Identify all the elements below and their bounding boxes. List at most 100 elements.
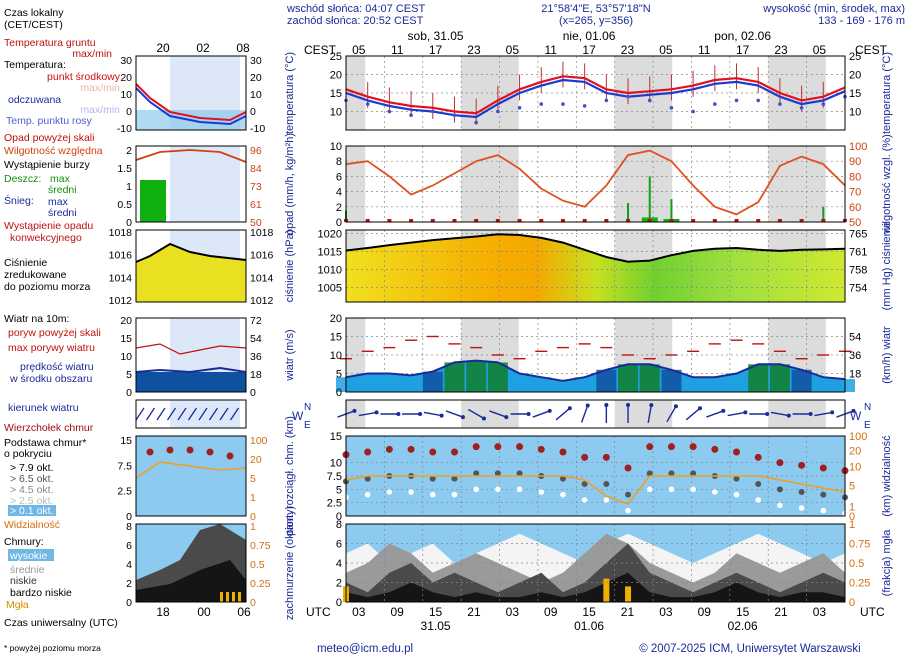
convective-marker xyxy=(712,219,717,222)
small-wind-kmh-tick: 18 xyxy=(250,369,262,381)
cest-hour-label: 23 xyxy=(467,43,481,57)
wind-arrow xyxy=(555,407,571,421)
cloud-base-dot xyxy=(364,475,371,482)
wind-arrow-head xyxy=(626,403,631,407)
day-label-bottom: 01.06 xyxy=(574,619,604,633)
temperature-panel: 10 15 20 25 10 15 20 25 xyxy=(330,51,861,131)
y-tick-label: 1010 xyxy=(318,265,342,277)
small-temp-tick-right: 0 xyxy=(250,106,256,118)
cloud-base-dot xyxy=(755,481,762,487)
wind-speed-bar xyxy=(683,377,704,392)
legend-humidity: Wilgotność względna xyxy=(4,145,103,157)
panel-frame xyxy=(345,145,846,223)
legend-storm: Wystąpienie burzy xyxy=(4,159,90,171)
wind-arrow xyxy=(814,411,833,417)
wind-speed-bar xyxy=(466,360,487,392)
y-tick-label-kmh: 54 xyxy=(849,332,861,344)
small-fog-tick: 0.25 xyxy=(250,578,271,590)
convective-marker xyxy=(777,219,782,222)
wind-arrow-head xyxy=(526,412,531,416)
height-values: 133 - 169 - 176 m xyxy=(818,15,905,27)
legend-wind-title: Wiatr na 10m: xyxy=(4,313,69,325)
small-cover-tick: 2 xyxy=(126,578,132,590)
y-tick-label-mmhg: 761 xyxy=(849,247,867,259)
panel-frame xyxy=(345,523,846,603)
legend-high: wysokie xyxy=(9,550,48,562)
cest-hour-label: 11 xyxy=(698,43,711,57)
small-temp-tick-right: 10 xyxy=(250,89,262,101)
small-cloud-top-dot xyxy=(226,452,234,460)
compass-label: W xyxy=(292,409,304,423)
dew-point-dot xyxy=(517,106,522,110)
utc-hour-label: 03 xyxy=(659,605,673,619)
legend-temp-midpoint: punkt środkowy xyxy=(47,71,121,83)
small-wind-arrow xyxy=(219,407,229,421)
cloud-top-dot xyxy=(798,461,806,469)
cloud-base-dot-low xyxy=(712,489,718,495)
legend-snow-max: max xyxy=(48,196,69,208)
wind-arrow xyxy=(423,411,442,417)
utc-hour-label: 09 xyxy=(698,605,712,619)
legend-pressure-2: zredukowane xyxy=(4,269,67,281)
y-tick-label: 25 xyxy=(330,51,342,63)
small-utc-hour: 00 xyxy=(197,605,211,619)
small-gust-line xyxy=(135,343,247,355)
cloud-base-dot-low xyxy=(603,497,610,503)
wind-speed-bar xyxy=(769,364,790,392)
wind-speed-bar xyxy=(552,380,573,392)
small-precip-tick: 2 xyxy=(126,145,132,157)
legend-snow-mid: średni xyxy=(48,207,77,219)
small-wind-area xyxy=(136,372,246,392)
cloud-top-dot xyxy=(646,443,654,451)
wind-speed-line xyxy=(345,359,846,382)
small-utc-hour: 06 xyxy=(237,605,251,619)
wind-speed-bar xyxy=(357,373,378,392)
small-pressure-tick-right: 1018 xyxy=(250,227,274,239)
cloud-base-dot-low xyxy=(777,502,783,509)
small-cover-tick: 6 xyxy=(126,540,132,552)
convective-marker xyxy=(560,219,565,222)
wind-arrow-head xyxy=(396,412,401,416)
y-tick-label: 90 xyxy=(849,156,861,168)
night-stripe xyxy=(461,400,519,428)
cloud-top-dot xyxy=(559,448,567,456)
cloud-base-dot-low xyxy=(646,486,653,493)
small-wind-kmh-tick: 54 xyxy=(250,333,262,345)
y-tick-label: 15 xyxy=(330,431,342,443)
cloud-top-dot xyxy=(494,443,502,451)
low-cloud-area xyxy=(346,543,845,602)
very-low-cloud-area xyxy=(346,572,845,602)
small-cloud-tick: 2.5 xyxy=(117,486,132,498)
footer-email[interactable]: meteo@icm.edu.pl xyxy=(317,643,413,655)
wind-arrow-head xyxy=(743,410,748,415)
panel-frame xyxy=(345,435,846,517)
small-visibility-tick: 1 xyxy=(250,492,256,504)
wind-arrow xyxy=(489,410,507,418)
utc-hour-label: 09 xyxy=(544,605,558,619)
legend-okt25: > 2.5 okt. xyxy=(10,495,54,507)
visibility-tick-label: 1 xyxy=(849,501,855,513)
small-cloud-tick: 7.5 xyxy=(117,460,132,472)
small-cloud-top-dot xyxy=(166,446,174,454)
cloud-base-dot xyxy=(581,481,588,487)
wind-arrow-head xyxy=(808,412,813,416)
convective-marker xyxy=(430,219,435,222)
small-fog-tick: 1 xyxy=(250,521,256,533)
legend-vlow: bardzo niskie xyxy=(10,587,72,599)
dew-point-dot xyxy=(604,98,609,103)
legend-rain-max: max xyxy=(50,173,71,185)
utc-hour-label: 09 xyxy=(390,605,404,619)
convective-marker xyxy=(669,219,674,222)
legend-visibility: Widzialność xyxy=(4,519,60,531)
small-pressure-tick: 1012 xyxy=(109,295,133,307)
utc-hour-label: 03 xyxy=(813,605,827,619)
wind-arrow-head xyxy=(851,408,856,413)
wind-arrow xyxy=(532,410,550,418)
utc-hour-label: 03 xyxy=(506,605,520,619)
small-box-frame xyxy=(135,523,247,603)
legend-cover-title: Chmury: xyxy=(4,536,44,548)
dew-point-dot xyxy=(713,102,717,106)
compass-label: W xyxy=(850,409,862,423)
